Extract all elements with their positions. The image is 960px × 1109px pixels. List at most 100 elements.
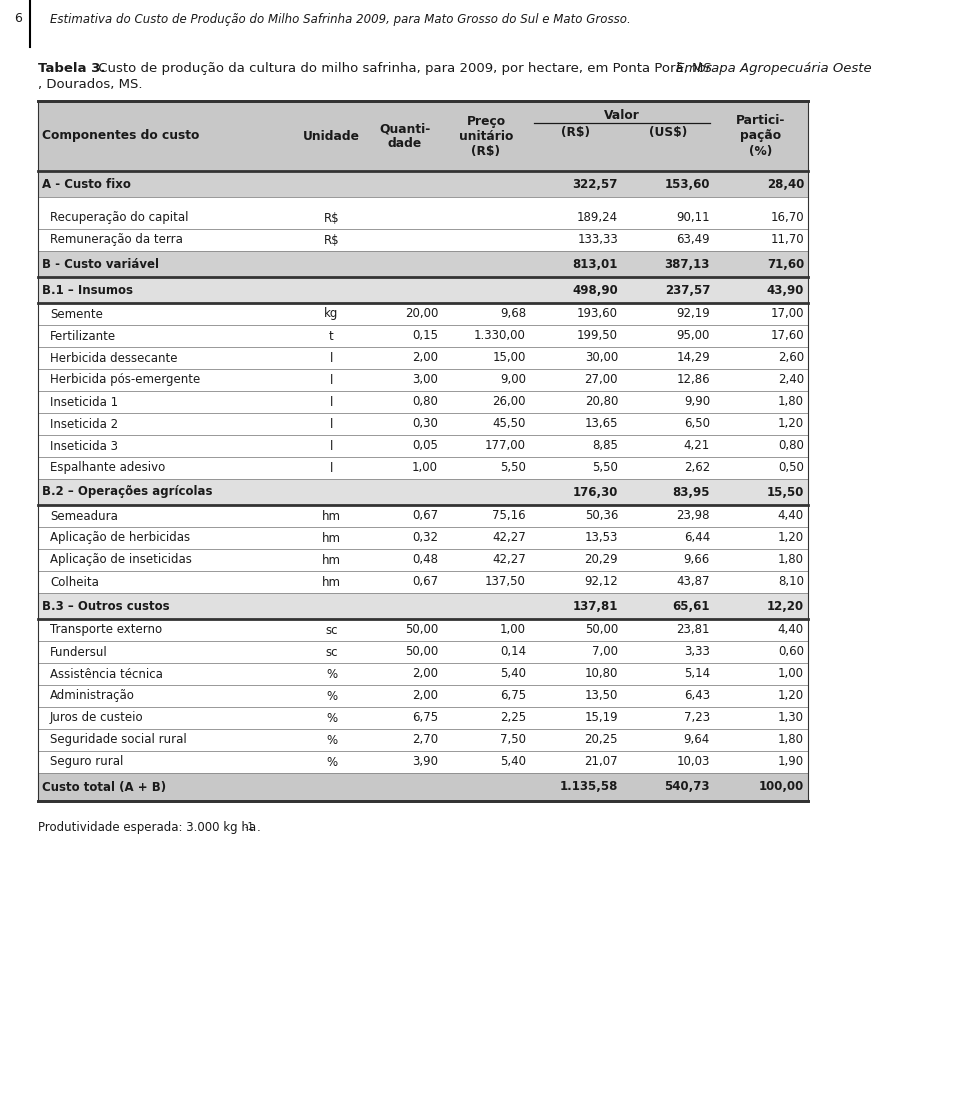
Text: Remuneração da terra: Remuneração da terra xyxy=(50,234,182,246)
Text: l: l xyxy=(330,396,333,408)
Text: 1,80: 1,80 xyxy=(778,396,804,408)
Text: 1,00: 1,00 xyxy=(412,461,438,475)
Text: 15,00: 15,00 xyxy=(492,352,526,365)
Text: A - Custo fixo: A - Custo fixo xyxy=(42,177,131,191)
Text: B.1 – Insumos: B.1 – Insumos xyxy=(42,284,133,296)
Text: 0,67: 0,67 xyxy=(412,576,438,589)
Text: Semente: Semente xyxy=(50,307,103,321)
Text: 9,90: 9,90 xyxy=(684,396,710,408)
Text: l: l xyxy=(330,374,333,387)
Text: Seguridade social rural: Seguridade social rural xyxy=(50,733,187,746)
Text: 813,01: 813,01 xyxy=(572,257,618,271)
Text: Seguro rural: Seguro rural xyxy=(50,755,124,769)
Text: 20,00: 20,00 xyxy=(404,307,438,321)
Text: B - Custo variável: B - Custo variável xyxy=(42,257,159,271)
Text: sc: sc xyxy=(325,623,338,637)
Text: Partici-
pação
(%): Partici- pação (%) xyxy=(736,114,785,157)
Text: 13,53: 13,53 xyxy=(585,531,618,545)
Text: 0,30: 0,30 xyxy=(412,417,438,430)
Bar xyxy=(38,663,808,685)
Text: 100,00: 100,00 xyxy=(758,781,804,794)
Text: Administração: Administração xyxy=(50,690,134,702)
Text: 83,95: 83,95 xyxy=(673,486,710,499)
Text: l: l xyxy=(330,352,333,365)
Text: %: % xyxy=(326,712,337,724)
Text: l: l xyxy=(330,461,333,475)
Text: 1,90: 1,90 xyxy=(778,755,804,769)
Text: 387,13: 387,13 xyxy=(664,257,710,271)
Text: 5,40: 5,40 xyxy=(500,755,526,769)
Text: 0,14: 0,14 xyxy=(500,645,526,659)
Text: 7,50: 7,50 xyxy=(500,733,526,746)
Text: (R$): (R$) xyxy=(562,126,590,139)
Text: %: % xyxy=(326,733,337,746)
Text: 42,27: 42,27 xyxy=(492,531,526,545)
Text: 15,19: 15,19 xyxy=(585,712,618,724)
Text: 0,50: 0,50 xyxy=(779,461,804,475)
Text: 176,30: 176,30 xyxy=(572,486,618,499)
Text: 9,68: 9,68 xyxy=(500,307,526,321)
Text: 137,50: 137,50 xyxy=(485,576,526,589)
Text: 12,20: 12,20 xyxy=(767,600,804,612)
Text: 9,64: 9,64 xyxy=(684,733,710,746)
Text: Aplicação de inseticidas: Aplicação de inseticidas xyxy=(50,553,192,567)
Text: 2,40: 2,40 xyxy=(778,374,804,387)
Text: 95,00: 95,00 xyxy=(677,329,710,343)
Text: Tabela 3.: Tabela 3. xyxy=(38,62,106,75)
Text: Aplicação de herbicidas: Aplicação de herbicidas xyxy=(50,531,190,545)
Text: 189,24: 189,24 xyxy=(577,212,618,224)
Text: 0,32: 0,32 xyxy=(412,531,438,545)
Text: 28,40: 28,40 xyxy=(767,177,804,191)
Text: Componentes do custo: Componentes do custo xyxy=(42,130,200,142)
Text: Fundersul: Fundersul xyxy=(50,645,108,659)
Text: %: % xyxy=(326,755,337,769)
Text: %: % xyxy=(326,690,337,702)
Text: Inseticida 2: Inseticida 2 xyxy=(50,417,118,430)
Text: Inseticida 1: Inseticida 1 xyxy=(50,396,118,408)
Text: 92,12: 92,12 xyxy=(585,576,618,589)
Text: -1: -1 xyxy=(245,822,254,832)
Text: 1,20: 1,20 xyxy=(778,690,804,702)
Text: Fertilizante: Fertilizante xyxy=(50,329,116,343)
Text: 75,16: 75,16 xyxy=(492,509,526,522)
Text: Estimativa do Custo de Produção do Milho Safrinha 2009, para Mato Grosso do Sul : Estimativa do Custo de Produção do Milho… xyxy=(50,12,631,26)
Bar xyxy=(38,549,808,571)
Text: 0,67: 0,67 xyxy=(412,509,438,522)
Bar xyxy=(38,527,808,549)
Text: 1,00: 1,00 xyxy=(500,623,526,637)
Text: 65,61: 65,61 xyxy=(673,600,710,612)
Text: 0,15: 0,15 xyxy=(412,329,438,343)
Text: 193,60: 193,60 xyxy=(577,307,618,321)
Text: 5,14: 5,14 xyxy=(684,668,710,681)
Text: 4,40: 4,40 xyxy=(778,509,804,522)
Text: 6: 6 xyxy=(14,12,22,26)
Text: Preço
unitário
(R$): Preço unitário (R$) xyxy=(459,114,514,157)
Text: Herbicida dessecante: Herbicida dessecante xyxy=(50,352,178,365)
Text: 0,48: 0,48 xyxy=(412,553,438,567)
Text: Assistência técnica: Assistência técnica xyxy=(50,668,163,681)
Text: 90,11: 90,11 xyxy=(677,212,710,224)
Text: 1,30: 1,30 xyxy=(778,712,804,724)
Text: Inseticida 3: Inseticida 3 xyxy=(50,439,118,452)
Text: hm: hm xyxy=(322,576,341,589)
Text: 26,00: 26,00 xyxy=(492,396,526,408)
Text: 5,40: 5,40 xyxy=(500,668,526,681)
Text: 322,57: 322,57 xyxy=(572,177,618,191)
Text: 20,80: 20,80 xyxy=(585,396,618,408)
Bar xyxy=(38,571,808,593)
Text: B.3 – Outros custos: B.3 – Outros custos xyxy=(42,600,170,612)
Text: 21,07: 21,07 xyxy=(585,755,618,769)
Text: 30,00: 30,00 xyxy=(585,352,618,365)
Text: 63,49: 63,49 xyxy=(677,234,710,246)
Bar xyxy=(38,619,808,641)
Text: 92,19: 92,19 xyxy=(676,307,710,321)
Bar xyxy=(38,593,808,619)
Text: Custo total (A + B): Custo total (A + B) xyxy=(42,781,166,794)
Text: 7,23: 7,23 xyxy=(684,712,710,724)
Text: , Dourados, MS.: , Dourados, MS. xyxy=(38,78,142,91)
Text: Herbicida pós-emergente: Herbicida pós-emergente xyxy=(50,374,201,387)
Text: 6,75: 6,75 xyxy=(412,712,438,724)
Text: 4,21: 4,21 xyxy=(684,439,710,452)
Text: 9,00: 9,00 xyxy=(500,374,526,387)
Text: 16,70: 16,70 xyxy=(770,212,804,224)
